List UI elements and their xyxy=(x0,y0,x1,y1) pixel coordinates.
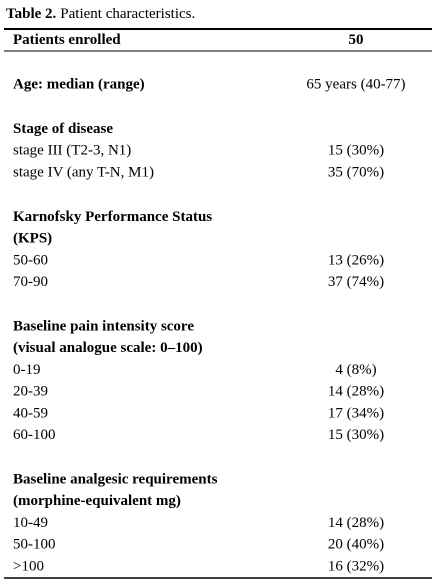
row-label: 60-100 xyxy=(13,427,56,443)
section-heading: (visual analogue scale: 0–100) xyxy=(13,340,203,356)
section-heading: Baseline analgesic requirements xyxy=(13,472,218,488)
row-value: 14 (28%) xyxy=(328,384,384,400)
row-value: 20 (40%) xyxy=(328,537,384,553)
row-value: 37 (74%) xyxy=(328,274,384,290)
row-value: 15 (30%) xyxy=(328,143,384,159)
section-heading: Karnofsky Performance Status xyxy=(13,209,212,225)
row-label: 40-59 xyxy=(13,405,48,421)
row-value: 15 (30%) xyxy=(328,427,384,443)
row-label: stage III (T2-3, N1) xyxy=(13,143,131,159)
caption-label: Table 2. xyxy=(6,6,57,22)
row-label: 0-19 xyxy=(13,362,41,378)
row-label: 20-39 xyxy=(13,384,48,400)
section-heading: (KPS) xyxy=(13,231,52,247)
row-label: >100 xyxy=(13,558,44,574)
row-value: 14 (28%) xyxy=(328,515,384,531)
row-label: 10-49 xyxy=(13,515,48,531)
row-label: 70-90 xyxy=(13,274,48,290)
row-value: 16 (32%) xyxy=(328,558,384,574)
row-value: 17 (34%) xyxy=(328,405,384,421)
row-value: 35 (70%) xyxy=(328,164,384,180)
section-heading: Stage of disease xyxy=(13,121,113,137)
caption-text: Patient characteristics. xyxy=(60,6,195,22)
header-label: Patients enrolled xyxy=(13,32,121,48)
header-value: 50 xyxy=(349,32,364,48)
row-label: 50-60 xyxy=(13,252,48,268)
section-heading: Age: median (range) xyxy=(13,77,145,93)
section-value: 65 years (40-77) xyxy=(306,77,405,93)
row-value: 13 (26%) xyxy=(328,252,384,268)
section-heading: (morphine-equivalent mg) xyxy=(13,493,181,509)
table-caption: Table 2. Patient characteristics. xyxy=(6,6,195,22)
section-heading: Baseline pain intensity score xyxy=(13,319,194,335)
row-label: stage IV (any T-N, M1) xyxy=(13,164,154,180)
row-value: 4 (8%) xyxy=(335,362,376,378)
row-label: 50-100 xyxy=(13,537,56,553)
